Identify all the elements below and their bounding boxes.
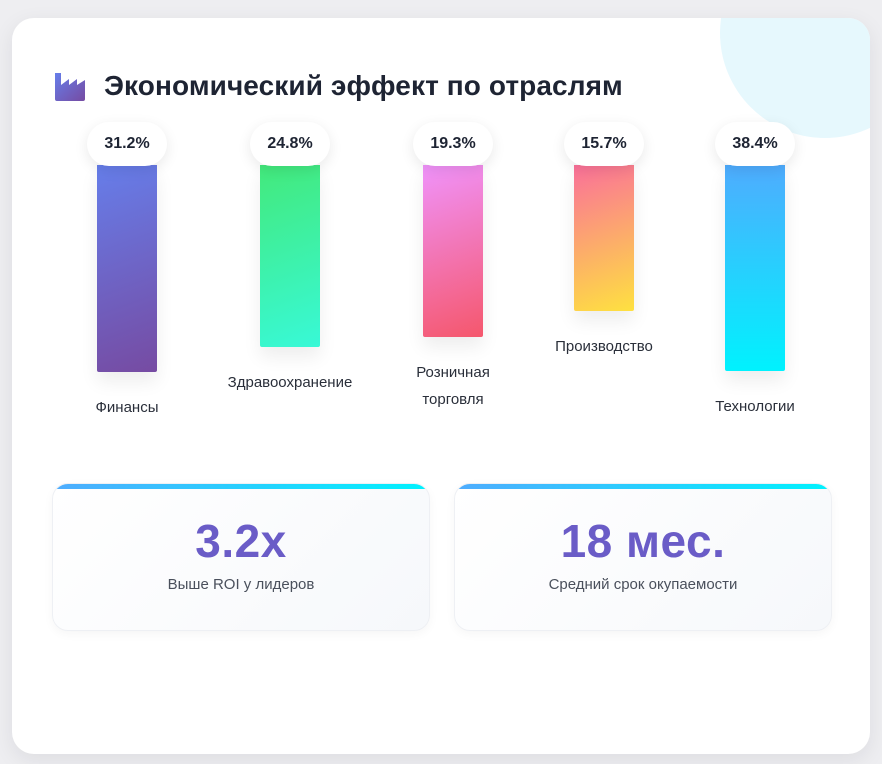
decorative-corner-blob [720, 18, 870, 138]
bar-finance [97, 165, 157, 372]
industry-effect-card: Экономический эффект по отраслям 31.2% Ф… [12, 18, 870, 754]
value-badge-technology: 38.4% [715, 122, 795, 166]
factory-icon [55, 73, 85, 101]
bar-retail [423, 165, 483, 337]
stat-card-roi: 3.2x Выше ROI у лидеров [52, 483, 430, 631]
stat-label-roi: Выше ROI у лидеров [167, 576, 315, 593]
bar-label-finance: Финансы [95, 399, 159, 416]
bar-manufacturing [574, 165, 634, 311]
card-header: Экономический эффект по отраслям [54, 70, 623, 102]
value-badge-healthcare: 24.8% [250, 122, 330, 166]
stat-value-payback: 18 мес. [560, 515, 726, 567]
bar-label-technology: Технологии [715, 398, 795, 415]
stat-value-roi: 3.2x [195, 515, 287, 567]
value-badge-retail: 19.3% [413, 122, 493, 166]
stat-accent-bar [455, 484, 831, 489]
card-title: Экономический эффект по отраслям [104, 70, 623, 101]
stat-card-payback: 18 мес. Средний срок окупаемости [454, 483, 832, 631]
value-badge-finance: 31.2% [87, 122, 167, 166]
bar-healthcare [260, 165, 320, 347]
stat-label-payback: Средний срок окупаемости [548, 576, 738, 593]
value-badge-manufacturing: 15.7% [564, 122, 644, 166]
bar-label-healthcare: Здравоохранение [227, 374, 353, 391]
bar-label-manufacturing: Производство [555, 338, 653, 355]
bar-label-retail: Розничная торговля [416, 364, 490, 408]
bar-technology [725, 165, 785, 371]
stat-accent-bar [53, 484, 429, 489]
